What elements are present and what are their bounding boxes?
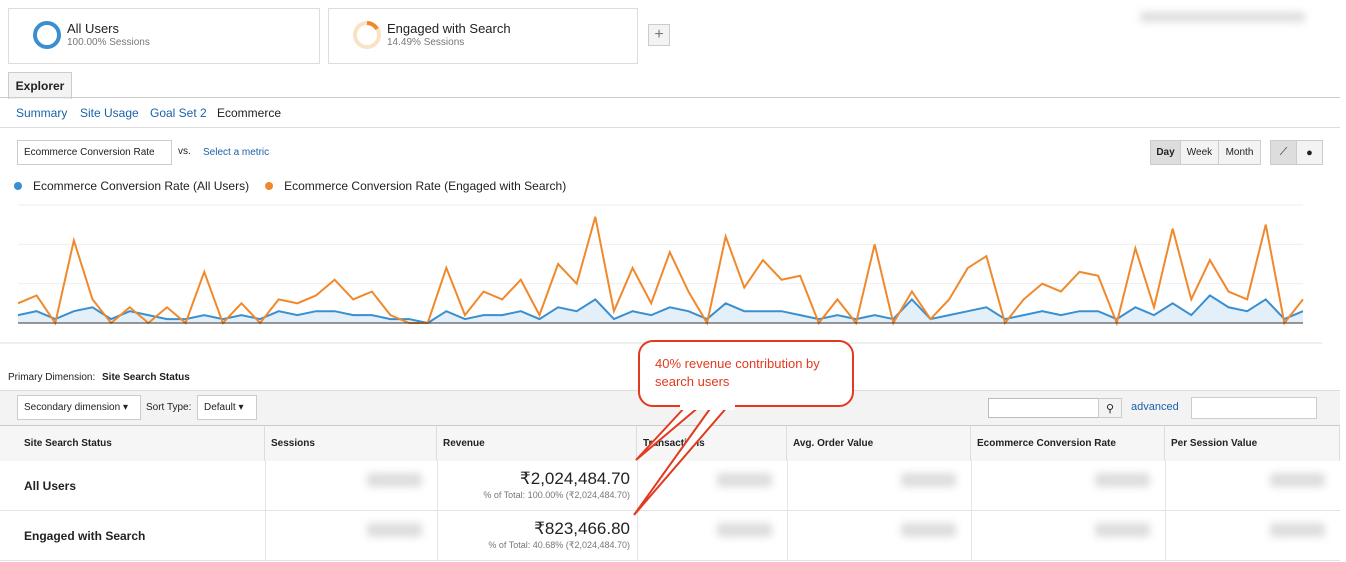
column-header-text: Ecommerce Conversion Rate — [977, 438, 1116, 449]
legend-marker — [14, 182, 22, 190]
annotation: 40% revenue contribution by search users — [655, 356, 820, 389]
column-header: Transactions — [637, 426, 787, 461]
segment-name: All Users — [67, 21, 120, 36]
hidden-value — [717, 473, 772, 487]
column-header-text: Site Search Status — [24, 438, 112, 449]
column-header-text: Revenue — [443, 438, 485, 449]
column-divider — [637, 461, 638, 561]
series-area — [18, 295, 1303, 323]
column-divider — [437, 461, 438, 561]
series-line — [17, 294, 1304, 325]
period-button[interactable]: Week — [1180, 140, 1219, 165]
date-range[interactable] — [1140, 12, 1305, 22]
sort-type[interactable]: Default ▾ — [197, 395, 257, 420]
subtab[interactable]: Summary — [16, 106, 68, 120]
column-header: Sessions — [265, 426, 437, 461]
column-header-text: Sessions — [271, 438, 315, 449]
column-divider — [1165, 461, 1166, 561]
column-header: Per Session Value — [1165, 426, 1340, 461]
search-button[interactable]: ⚲ — [1098, 398, 1122, 418]
chart: Ecommerce Conversion Rate (All Users) Eco… — [0, 179, 1322, 344]
segment-icon — [353, 21, 381, 49]
period-button[interactable]: Day — [1150, 140, 1181, 165]
column-header-text: Per Session Value — [1171, 438, 1258, 449]
revenue: ₹2,024,484.70 — [519, 469, 630, 488]
legend-label: Ecommerce Conversion Rate (All Users) — [33, 179, 249, 193]
segment-card[interactable]: All Users 100.00% Sessions — [8, 8, 320, 64]
metric-select[interactable]: Ecommerce Conversion Rate — [17, 140, 172, 165]
secondary-dimension-text: Secondary dimension — [24, 402, 121, 413]
revenue: ₹823,466.80 — [534, 519, 630, 538]
column-header-text: Avg. Order Value — [793, 438, 874, 449]
vs: vs. — [178, 146, 191, 157]
subtab[interactable]: Ecommerce — [217, 106, 282, 120]
hidden-value — [901, 523, 956, 537]
column-header: Revenue — [437, 426, 637, 461]
hidden-value — [1095, 523, 1150, 537]
hidden-value — [367, 523, 422, 537]
table: Site Search Status Sessions Revenue Transac… — [0, 425, 1340, 562]
revenue-share: % of Total: 100.00% (₹2,024,484.70) — [483, 490, 630, 500]
segment-icon — [33, 21, 61, 49]
add-segment[interactable]: + — [648, 24, 670, 46]
column-header-text: Transactions — [643, 438, 705, 449]
tab[interactable]: Explorer — [8, 72, 72, 99]
select-metric[interactable]: Select a metric — [203, 147, 270, 158]
primary-dimension: Site Search Status — [102, 372, 190, 383]
subtab[interactable]: Site Usage — [80, 106, 139, 120]
divider — [0, 97, 1340, 98]
segment-detail: 14.49% Sessions — [387, 37, 465, 48]
chart-type-motion[interactable]: ● — [1296, 140, 1323, 165]
hidden-value — [367, 473, 422, 487]
legend-label: Ecommerce Conversion Rate (Engaged with … — [284, 179, 566, 193]
segment-card[interactable]: Engaged with Search 14.49% Sessions — [328, 8, 638, 64]
row-name: Engaged with Search — [24, 529, 146, 543]
subtab[interactable]: Goal Set 2 — [150, 106, 207, 120]
column-divider — [787, 461, 788, 561]
column-divider — [971, 461, 972, 561]
advanced-link[interactable]: advanced — [1131, 401, 1179, 413]
segment-detail: 100.00% Sessions — [67, 37, 150, 48]
revenue-share: % of Total: 40.68% (₹2,024,484.70) — [488, 540, 630, 550]
row-name: All Users — [24, 479, 77, 493]
hidden-value — [901, 473, 956, 487]
divider — [0, 127, 1340, 128]
hidden-value — [717, 523, 772, 537]
metric-select-text: Ecommerce Conversion Rate — [24, 147, 155, 158]
legend-marker — [265, 182, 274, 190]
search-input[interactable] — [988, 398, 1100, 418]
view-switcher[interactable] — [1191, 397, 1317, 419]
sort-type-text: Default — [204, 402, 236, 413]
column-divider — [265, 461, 266, 561]
chart-type-line[interactable]: ⟋ — [1270, 140, 1297, 165]
primary-dimension-label: Primary Dimension: — [8, 372, 96, 383]
series-line — [17, 216, 1304, 327]
column-header: Site Search Status — [0, 426, 265, 461]
period-button[interactable]: Month — [1218, 140, 1261, 165]
hidden-value — [1095, 473, 1150, 487]
sort-type-label: Sort Type: — [146, 402, 192, 413]
secondary-dimension[interactable]: Secondary dimension ▾ — [17, 395, 141, 420]
column-header: Avg. Order Value — [787, 426, 971, 461]
hidden-value — [1270, 523, 1325, 537]
hidden-value — [1270, 473, 1325, 487]
column-header: Ecommerce Conversion Rate — [971, 426, 1165, 461]
segment-name: Engaged with Search — [387, 21, 511, 36]
